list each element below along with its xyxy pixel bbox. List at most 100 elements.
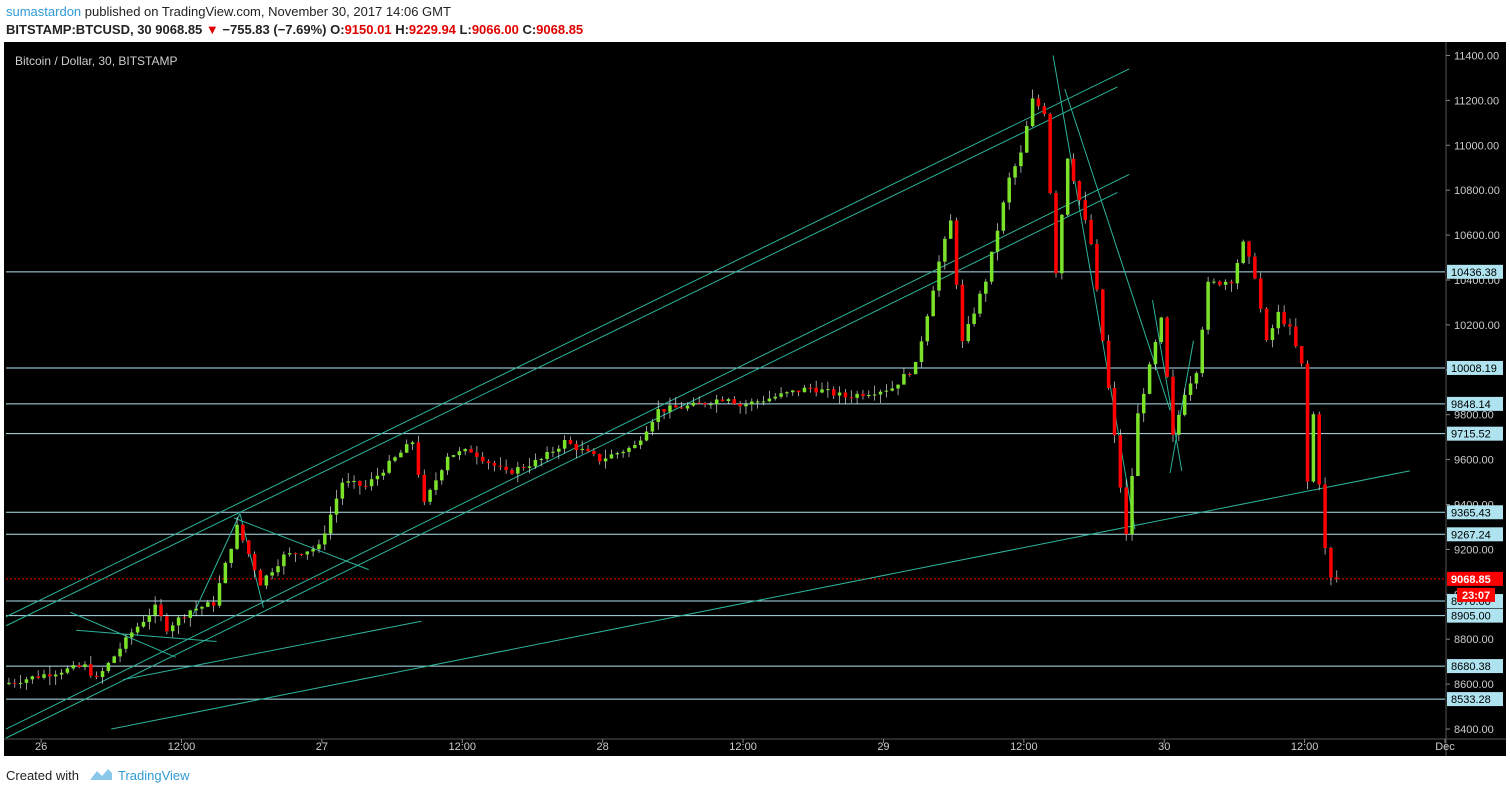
candle-up [147,615,152,622]
candle-up [153,604,157,616]
close-label: C: [522,22,537,37]
trend-line [5,174,1130,730]
price-tag [1447,527,1503,542]
candle-up [627,447,631,452]
candle-up [750,401,754,405]
candle-up [1212,281,1216,283]
candle-up [59,672,64,675]
price-tag-label: 10008.19 [1451,363,1497,375]
last-price-tag-label: 9068.85 [1451,574,1491,586]
candle-down [258,570,263,586]
candle-up [691,402,696,406]
candle-up [978,293,982,314]
trend-line [192,513,241,615]
candle-down [849,397,854,399]
price-chart[interactable]: 8400.008600.008800.009000.009200.009400.… [4,42,1506,756]
candle-up [176,617,181,626]
candle-up [206,602,210,607]
candle-up [1177,414,1181,435]
candle-up [393,457,397,461]
candle-up [557,448,561,452]
candle-up [638,440,643,446]
candle-up [773,396,777,399]
candle-up [375,475,380,480]
candle-down [960,284,965,342]
countdown-label: 23:07 [1462,590,1490,602]
price-tag-label: 9715.52 [1451,429,1491,441]
candle-down [831,389,836,396]
candle-up [440,470,444,481]
candle-down [1335,577,1339,579]
low-label: L: [459,22,472,37]
candle-down [843,392,848,398]
candle-up [1276,311,1281,329]
candle-up [943,238,947,262]
time-axis[interactable]: 26 12:00 27 12:00 28 12:00 29 12:00 30 12:00 Dec [35,739,1455,753]
candle-up [948,220,953,239]
candle-up [516,467,520,474]
countdown-tag [1457,587,1495,602]
candle-down [498,465,503,467]
candle-up [937,261,941,291]
price-tag-label: 8905.00 [1451,611,1491,623]
high-label: H: [395,22,409,37]
candle-up [18,682,23,684]
price-tag [1447,396,1503,411]
candle-down [1112,387,1117,436]
candle-up [603,458,608,462]
candle-down [1218,281,1222,285]
candle-down [159,604,163,617]
candle-up [282,554,286,567]
tradingview-link[interactable]: TradingView [118,768,190,783]
x-tick-label: 29 [877,741,889,753]
candle-up [820,389,824,393]
candle-up [545,452,549,460]
open-label: O: [330,22,345,37]
candle-up [100,671,105,678]
candle-down [1042,106,1047,114]
candle-up [533,459,538,467]
candle-down [954,220,959,285]
candle-down [492,462,497,466]
x-tick-label: Dec [1435,741,1455,753]
candle-up [1019,152,1023,167]
candle-down [568,440,573,444]
candle-down [475,452,479,457]
candle-down [679,407,684,409]
close-value: 9068.85 [536,22,584,37]
x-tick-label: 12:00 [1010,741,1038,753]
candle-down [1101,289,1105,341]
candle-up [223,562,228,584]
candle-down [89,664,93,676]
candle-up [1200,329,1204,374]
author-link[interactable]: sumastardon [6,4,82,19]
candle-down [165,616,169,632]
candle-up [1024,126,1029,153]
candle-up [404,444,409,453]
candle-down [486,461,491,463]
candle-up [872,394,877,396]
candle-down [674,405,678,408]
price-tag [1447,608,1503,623]
candle-up [135,626,140,633]
price-tag [1447,692,1503,707]
chart-header: sumastardon published on TradingView.com… [0,0,1510,42]
price-axis[interactable]: 8400.008600.008800.009000.009200.009400.… [4,42,1506,756]
candle-down [510,470,514,474]
candle-up [83,664,87,667]
x-tick-label: 12:00 [168,741,196,753]
candle-up [287,553,292,555]
candle-down [211,602,216,606]
candle-down [574,443,579,451]
candle-down [1171,376,1175,435]
low-value: 9066.00 [471,22,519,37]
candle-down [1264,308,1269,341]
price-tag-label: 9267.24 [1451,529,1491,541]
high-value: 9229.94 [408,22,456,37]
price-tag [1447,505,1503,520]
candle-up [463,449,467,452]
candle-up [30,676,35,680]
tradingview-logo-icon[interactable] [88,766,114,782]
created-with-label: Created with [6,768,79,783]
trend-line [5,191,1118,739]
